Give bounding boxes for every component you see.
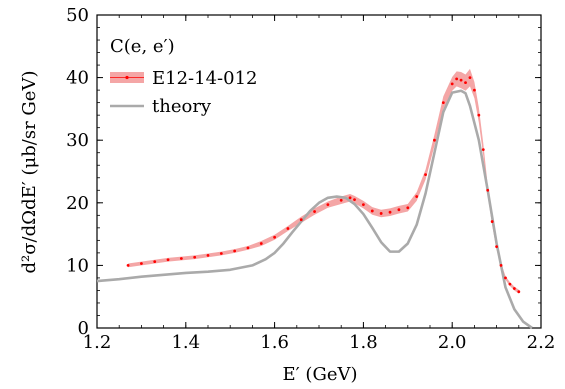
data-point [379, 212, 383, 215]
data-point [473, 88, 476, 92]
data-point [370, 209, 374, 213]
data-point [299, 218, 303, 222]
data-point [273, 235, 276, 239]
data-point [126, 264, 130, 267]
data-point [193, 255, 197, 259]
data-point [490, 220, 494, 223]
data-point [233, 249, 237, 253]
y-tick-label: 30 [66, 130, 89, 151]
legend: C(e, e′) E12-14-012 theory [110, 36, 257, 117]
data-point [455, 77, 459, 81]
y-tick-label: 40 [66, 68, 89, 89]
data-point [286, 227, 290, 230]
x-axis-title: E′ (GeV) [282, 364, 357, 385]
data-point [508, 282, 512, 286]
data-point [388, 210, 392, 214]
data-point [246, 246, 250, 250]
data-point [433, 138, 436, 142]
data-point [179, 257, 183, 260]
data-point [219, 252, 223, 255]
data-point [362, 203, 365, 207]
data-point [206, 253, 210, 257]
data-point [441, 101, 445, 105]
data-point [259, 242, 263, 245]
data-point [348, 196, 352, 200]
data-point [464, 81, 467, 85]
data-point [450, 82, 454, 86]
data-point [499, 264, 503, 267]
ticks-layer: 1.2 1.4 1.6 1.8 2.0 2.2 0 10 20 30 40 50 [66, 5, 555, 353]
data-point [140, 262, 143, 265]
data-point [339, 198, 343, 202]
x-tick-label: 2.2 [527, 332, 556, 353]
data-point [468, 76, 472, 79]
y-tick-label: 10 [66, 255, 89, 276]
y-axis-title: d²σ/dΩdE′ (μb/sr GeV) [19, 71, 40, 274]
legend-title: C(e, e′) [110, 36, 175, 57]
data-point [424, 173, 427, 177]
x-tick-label: 1.8 [349, 332, 378, 353]
y-tick-label: 20 [66, 193, 89, 214]
legend-label-data: E12-14-012 [152, 68, 257, 89]
data-point [486, 188, 490, 192]
x-tick-label: 1.2 [83, 332, 112, 353]
legend-label-theory: theory [152, 96, 212, 117]
data-point [477, 113, 481, 117]
theory-line [96, 89, 533, 330]
x-tick-label: 1.4 [171, 332, 200, 353]
data-point [153, 260, 157, 264]
data-points-layer [126, 76, 521, 294]
data-point [504, 276, 507, 280]
x-tick-label: 1.6 [260, 332, 289, 353]
y-tick-label: 50 [66, 5, 89, 26]
data-point [459, 78, 463, 82]
plot-frame [96, 14, 542, 329]
y-tick-label: 0 [78, 318, 89, 339]
data-point [326, 203, 330, 207]
data-point [313, 210, 316, 213]
theory-line-layer [96, 89, 533, 330]
data-point [353, 198, 356, 202]
data-point [406, 206, 410, 210]
legend-data-marker [125, 75, 129, 80]
data-point [166, 258, 170, 262]
data-point [481, 148, 485, 151]
data-point [512, 287, 516, 290]
data-point [397, 208, 401, 212]
x-tick-label: 2.0 [438, 332, 467, 353]
data-point [495, 245, 498, 249]
data-point [517, 290, 521, 294]
data-point [415, 195, 419, 198]
